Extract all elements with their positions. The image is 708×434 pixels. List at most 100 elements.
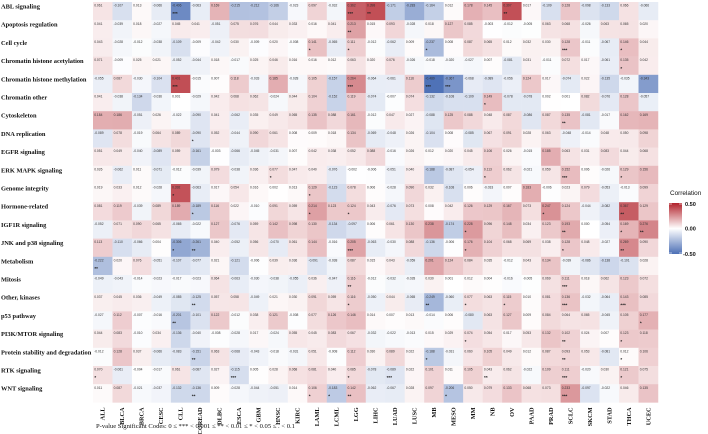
heatmap-cell [131,384,152,403]
cell-value-label: 0.063 [542,131,550,135]
heatmap-cell [638,184,659,203]
row-label: WNT signaling [1,386,43,393]
significance-marker: ** [192,357,196,362]
cell-value-label: 0.026 [406,149,414,153]
heatmap-cell [580,56,600,76]
cell-value-label: -0.052 [172,58,182,62]
heatmap-cell [443,93,464,112]
heatmap-cell [248,275,269,294]
cell-value-label: -0.166 [270,4,280,8]
heatmap-cell [151,293,172,312]
heatmap-cell [112,129,133,148]
cell-value-label: -0.091 [309,258,319,262]
cell-value-label: 0.401 [172,76,180,80]
cell-value-label: -0.027 [601,240,611,244]
cell-value-label: 0.051 [94,149,102,153]
heatmap-cell [463,220,483,239]
cell-value-label: 0.020 [367,58,375,62]
cell-value-label: -0.054 [464,167,474,171]
cell-value-label: 0.063 [484,295,492,299]
significance-marker: ** [192,248,196,253]
cell-value-label: 0.061 [172,368,180,372]
significance-marker: * [620,357,622,362]
heatmap-cell [424,329,444,349]
heatmap-cell [287,220,308,239]
heatmap-cell [385,129,405,148]
cell-value-label: -0.028 [231,386,241,390]
heatmap-cell [346,184,367,203]
heatmap-cell [599,366,620,385]
heatmap-cell [326,129,347,148]
heatmap-cell [482,56,503,76]
cell-value-label: -0.044 [231,131,241,135]
heatmap-cell [541,147,561,167]
heatmap-cell [131,347,152,367]
heatmap-cell [112,311,133,330]
cell-value-label: 0.111 [562,368,570,372]
heatmap-cell [170,311,191,330]
cell-value-label: 0.133 [503,386,511,390]
heatmap-cell [619,184,639,203]
heatmap-cell [131,311,152,330]
cell-value-label: 0.134 [347,131,355,135]
cell-value-label: 0.026 [503,149,511,153]
cell-value-label: -0.076 [601,95,611,99]
cell-value-label: -0.013 [406,331,416,335]
cell-value-label: 0.093 [562,349,570,353]
heatmap-cell [112,20,133,39]
cell-value-label: 0.106 [484,149,492,153]
cell-value-label: 0.017 [523,4,531,8]
heatmap-cell [112,147,133,167]
heatmap-cell [463,129,483,148]
cell-value-label: -0.115 [231,368,240,372]
heatmap-cell [619,347,639,367]
column-label: SKCM [587,407,594,426]
cell-value-label: 0.116 [406,76,414,80]
cell-value-label: 0.030 [289,295,297,299]
cell-value-label: -0.053 [601,186,611,190]
cell-value-label: 0.116 [347,277,355,281]
cell-value-label: -0.006 [250,258,260,262]
heatmap-cell [209,329,230,349]
cell-value-label: -0.125 [192,295,202,299]
heatmap-cell [560,184,581,203]
heatmap-cell [580,275,600,294]
cell-value-label: 0.017 [211,186,219,190]
heatmap-cell [638,56,659,76]
heatmap-cell [424,184,444,203]
heatmap-cell [326,147,347,167]
cell-value-label: 0.007 [484,58,492,62]
row-label: ABL signaling [1,4,41,11]
heatmap-cell [365,93,386,112]
heatmap-cell [365,347,386,367]
heatmap-cell [463,2,483,21]
column-label: COREAD [197,407,204,434]
heatmap-cell [619,20,639,39]
heatmap-cell [365,220,386,239]
heatmap-cell [268,147,289,167]
heatmap-cell [170,74,191,94]
cell-value-label: 0.214 [309,204,317,208]
heatmap-cell [346,329,367,349]
heatmap-cell [482,74,503,94]
cell-value-label: -0.027 [94,313,104,317]
cell-value-label: -0.038 [114,95,124,99]
cell-value-label: -0.090 [192,131,202,135]
heatmap-cell [599,238,620,258]
heatmap-cell [638,275,659,294]
heatmap-cell [268,256,289,276]
cell-value-label: 0.124 [347,204,355,208]
heatmap-cell [502,147,522,167]
cell-value-label: -0.031 [445,349,455,353]
heatmap-cell [307,111,328,130]
cell-value-label: -0.056 [503,76,513,80]
heatmap-cell [229,56,250,76]
cell-value-label: -0.089 [386,368,396,372]
cell-value-label: 0.063 [542,22,550,26]
cell-value-label: -0.215 [231,4,241,8]
cell-value-label: 0.009 [211,386,219,390]
heatmap-cell [131,147,152,167]
heatmap-cell [287,311,308,330]
legend-tick-high: 0.50 [685,202,696,208]
cell-value-label: -0.048 [562,131,572,135]
